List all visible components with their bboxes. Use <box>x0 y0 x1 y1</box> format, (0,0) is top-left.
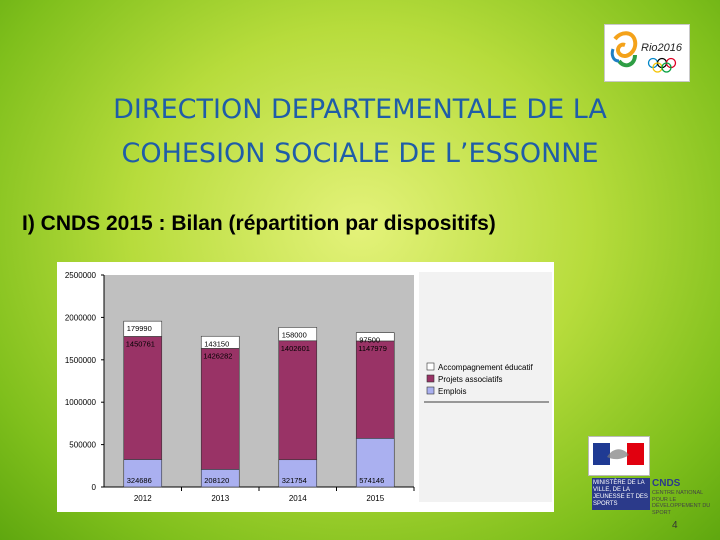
stacked-bar-chart: 0 500000 1000000 1500000 2000000 2500000 32468… <box>57 262 554 512</box>
bar-segment <box>123 336 163 460</box>
bar-segment <box>278 340 318 461</box>
bar-segment <box>355 340 395 439</box>
data-label: 1147979 <box>358 344 387 353</box>
y-tick-label: 1500000 <box>65 356 97 365</box>
x-tick-label: 2015 <box>366 494 384 503</box>
bar-segment <box>123 320 163 337</box>
y-tick-label: 0 <box>92 483 97 492</box>
data-label: 1450761 <box>126 339 155 348</box>
data-label: 179990 <box>127 324 152 333</box>
bar-segment <box>200 348 240 470</box>
legend-swatch <box>426 386 435 395</box>
chart-svg: 0 500000 1000000 1500000 2000000 2500000 32468… <box>57 262 554 512</box>
y-tick-label: 2000000 <box>65 313 97 322</box>
bar-segment <box>278 459 318 488</box>
data-label: 1402601 <box>281 344 310 353</box>
x-tick-label: 2012 <box>134 494 152 503</box>
page-title-line-1: DIRECTION DEPARTEMENTALE DE LA <box>113 94 607 125</box>
page-title-line-2: COHESION SOCIALE DE L’ESSONNE <box>121 138 599 169</box>
rio-logo-text: Rio2016 <box>641 42 683 54</box>
rio2016-logo: Rio2016 <box>604 24 690 82</box>
bar-segment <box>355 438 395 488</box>
x-tick-label: 2013 <box>211 494 229 503</box>
data-label: 208120 <box>204 476 229 485</box>
page-title: DIRECTION DEPARTEMENTALE DE LA COHESION … <box>60 88 660 176</box>
legend-label: Accompagnement éducatif <box>438 363 534 372</box>
y-tick-label: 500000 <box>69 441 96 450</box>
cnds-subtitle: CENTRE NATIONAL POUR LE DÉVELOPPEMENT DU… <box>652 490 711 516</box>
legend-background <box>419 272 552 502</box>
y-tick-label: 2500000 <box>65 271 97 280</box>
data-label: 1426282 <box>203 351 232 360</box>
legend-swatch <box>426 362 435 371</box>
data-label: 158000 <box>282 330 307 339</box>
page-number: 4 <box>672 520 678 531</box>
data-label: 574146 <box>359 476 384 485</box>
y-tick-label: 1000000 <box>65 398 97 407</box>
olympic-rings-icon <box>647 57 677 73</box>
data-label: 324686 <box>127 476 152 485</box>
x-tick-label: 2014 <box>289 494 307 503</box>
data-label: 97500 <box>359 336 380 345</box>
legend-label: Emplois <box>438 387 466 396</box>
bar-segment <box>200 335 240 349</box>
ministry-text: MINISTÈRE DE LA VILLE, DE LA JEUNESSE ET… <box>592 478 650 510</box>
rio-emblem-icon <box>613 31 638 58</box>
bar-segment <box>278 327 318 342</box>
bar-segment <box>123 459 163 488</box>
cnds-title: CNDS <box>652 478 681 489</box>
data-label: 143150 <box>204 339 229 348</box>
data-label: 321754 <box>282 476 307 485</box>
section-subtitle: I) CNDS 2015 : Bilan (répartition par di… <box>22 212 496 235</box>
marianne-logo <box>588 436 650 476</box>
legend-label: Projets associatifs <box>438 375 502 384</box>
bar-segment <box>355 332 395 342</box>
legend-swatch <box>426 374 435 383</box>
